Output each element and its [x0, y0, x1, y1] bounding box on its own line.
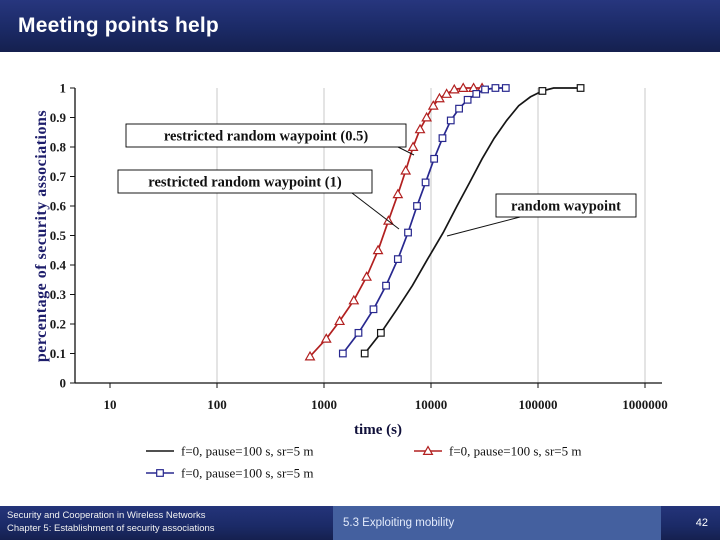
y-tick-label: 1 [60, 81, 67, 96]
y-tick-label: 0.7 [50, 169, 67, 184]
square-marker [156, 469, 164, 477]
square-marker [463, 95, 472, 104]
curve-2 [364, 87, 581, 355]
triangle-marker [448, 83, 460, 94]
annotation-box [125, 123, 407, 148]
footer-page-number: 42 [695, 517, 708, 529]
square-marker [491, 84, 500, 92]
y-tick-label: 0.3 [50, 287, 67, 302]
annotation-box [495, 193, 637, 218]
callout-line [397, 146, 415, 156]
square-marker [393, 255, 402, 264]
triangle-marker [422, 445, 434, 455]
y-tick-label: 0.4 [50, 258, 67, 273]
footer-section-label: 5.3 Exploiting mobility [333, 506, 661, 540]
square-marker [338, 349, 347, 358]
square-marker [354, 328, 363, 337]
y-tick-label: 0 [60, 376, 67, 391]
callout-line [351, 192, 400, 230]
square-marker [538, 87, 547, 95]
slide-title: Meeting points help [18, 14, 219, 37]
annotation-label: random waypoint [511, 199, 621, 215]
triangle-marker [427, 100, 439, 110]
legend-label: f=0, pause=100 s, sr=5 m [181, 466, 313, 481]
annotation-label: restricted random waypoint (0.5) [164, 129, 368, 145]
x-tick-label: 10000 [415, 397, 448, 412]
triangle-marker [392, 188, 404, 199]
x-tick-label: 100000 [519, 397, 558, 412]
triangle-marker [361, 271, 373, 281]
square-marker [376, 328, 385, 337]
square-marker [421, 178, 430, 187]
y-tick-label: 0.9 [50, 110, 67, 125]
legend-label: f=0, pause=100 s, sr=5 m [181, 444, 313, 459]
y-tick-label: 0.6 [50, 199, 67, 214]
footer-chapter-title: Chapter 5: Establishment of security ass… [7, 522, 215, 534]
square-marker [576, 84, 585, 92]
square-marker [438, 134, 447, 143]
triangle-marker [372, 244, 384, 255]
square-marker [382, 281, 390, 290]
x-tick-label: 1000 [311, 397, 337, 412]
y-tick-label: 0.8 [50, 140, 67, 155]
triangle-marker [421, 111, 433, 122]
x-axis-title: time (s) [354, 422, 402, 438]
y-tick-label: 0.1 [50, 346, 66, 361]
square-marker [360, 349, 369, 358]
square-marker [430, 154, 439, 163]
square-marker [481, 85, 489, 94]
square-marker [501, 84, 510, 92]
triangle-marker [400, 164, 412, 175]
footer-book-title: Security and Cooperation in Wireless Net… [7, 510, 206, 521]
square-marker [413, 202, 421, 210]
square-marker [369, 305, 378, 314]
triangle-marker [304, 350, 316, 361]
security-associations-chart: 0 0.1 0.2 0.3 0.4 0.5 0.6 0.7 0.8 0.9 1 10 100 1000 10… [33, 81, 668, 481]
x-tick-label: 10 [104, 397, 117, 412]
square-marker [404, 228, 412, 237]
triangle-marker [457, 82, 469, 92]
callout-line [446, 216, 521, 237]
footer-book-info: Security and Cooperation in Wireless Net… [7, 510, 215, 536]
slide-footer: Security and Cooperation in Wireless Net… [0, 506, 720, 540]
x-tick-label: 100 [207, 397, 227, 412]
annotation-box [117, 169, 373, 194]
y-axis-title: percentage of security associations [33, 110, 50, 362]
square-marker [446, 116, 455, 125]
slide-content: 0 0.1 0.2 0.3 0.4 0.5 0.6 0.7 0.8 0.9 1 10 100 1000 10… [0, 52, 720, 506]
triangle-marker [441, 88, 453, 98]
triangle-marker [334, 315, 346, 326]
legend-label: f=0, pause=100 s, sr=5 m [449, 444, 581, 459]
triangle-marker [348, 294, 360, 305]
square-marker [455, 104, 463, 113]
x-tick-label: 1000000 [622, 397, 668, 412]
y-tick-label: 0.2 [50, 317, 66, 332]
triangle-marker [407, 141, 419, 151]
triangle-marker [320, 333, 332, 343]
annotation-label: restricted random waypoint (1) [148, 175, 342, 191]
square-marker [472, 89, 481, 98]
triangle-marker [414, 123, 426, 134]
slide-header: Meeting points help [0, 0, 720, 52]
y-tick-label: 0.5 [50, 228, 67, 243]
